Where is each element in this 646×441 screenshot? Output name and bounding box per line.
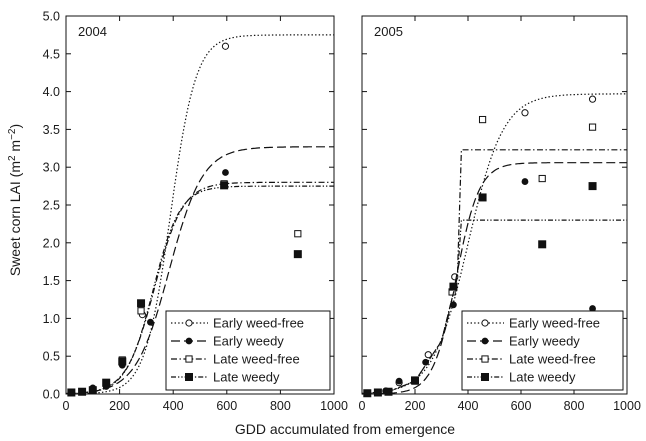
panel-2004: 0 200 400 600 800 1000 0.0 0.5 1.0 1.5 2.0 2.5 3.0 3.… (43, 10, 348, 414)
series-curve-2 (65, 146, 334, 395)
data-point (373, 388, 382, 397)
y-tick-label: 4.0 (43, 85, 60, 99)
legend-label: Late weedy (213, 370, 280, 385)
y-tick-label: 4.5 (43, 47, 60, 61)
data-point (67, 388, 76, 397)
data-point (102, 378, 111, 387)
y-tick-label: 3.0 (43, 161, 60, 175)
x-tick-label: 200 (109, 399, 130, 413)
series-curve-3 (66, 181, 334, 395)
data-point (478, 115, 487, 124)
data-point (538, 240, 547, 249)
data-point (78, 387, 87, 396)
data-point (221, 42, 230, 50)
legend-label: Early weedy (509, 334, 580, 349)
legend-label: Early weedy (213, 334, 284, 349)
series-curve-1 (361, 93, 627, 394)
legend-marker (185, 355, 193, 363)
x-tick-label: 400 (458, 399, 479, 413)
series-curve-4 (361, 219, 627, 395)
y-tick-label: 3.5 (43, 123, 60, 137)
data-point (384, 387, 393, 396)
legend-label: Late weed-free (509, 352, 596, 367)
data-point (220, 181, 229, 190)
legend-marker (185, 373, 193, 381)
y-tick-label: 5.0 (43, 10, 60, 24)
data-point (222, 169, 229, 176)
data-point (88, 386, 97, 395)
series-curve-2 (362, 162, 627, 395)
y-tick-label: 0.0 (43, 388, 60, 402)
series-curve-4 (66, 185, 334, 395)
data-point (538, 174, 546, 183)
x-tick-label: 0 (63, 399, 70, 413)
data-point (293, 250, 302, 259)
data-point (521, 178, 529, 185)
x-axis-label: GDD accumulated from emergence (235, 421, 455, 437)
series-curve-1 (66, 34, 334, 395)
legend-marker (481, 319, 489, 327)
legend-marker (185, 319, 193, 327)
y-tick-label: 2.0 (43, 236, 60, 250)
data-point (521, 109, 529, 117)
y-tick-label: 1.5 (43, 274, 60, 288)
data-point (588, 95, 597, 103)
data-point (478, 193, 487, 202)
x-tick-label: 0 (359, 399, 366, 413)
y-axis-label: Sweet corn LAI (m2 m−2) (7, 124, 23, 276)
y-tick-label: 2.5 (43, 199, 60, 213)
data-point (449, 282, 458, 291)
x-tick-label: 800 (564, 399, 585, 413)
data-point (147, 318, 154, 326)
data-point (588, 182, 597, 191)
legend-label: Late weedy (509, 370, 576, 385)
x-tick-label: 800 (270, 399, 291, 413)
x-tick-label: 1000 (613, 399, 641, 413)
legend-label: Late weed-free (213, 352, 300, 367)
legend-label: Early weed-free (509, 316, 600, 331)
data-point (450, 301, 457, 309)
legend-marker (481, 373, 489, 381)
data-point (137, 299, 146, 308)
y-tick-label: 0.5 (43, 350, 60, 364)
legend-marker (481, 337, 489, 345)
data-point (424, 351, 432, 359)
panel-label: 2005 (374, 24, 403, 39)
data-point (118, 357, 127, 366)
data-point (411, 376, 419, 385)
data-point (588, 123, 597, 131)
legend-box (165, 310, 331, 391)
panel-label: 2004 (78, 24, 107, 39)
x-tick-label: 600 (216, 399, 237, 413)
legend-marker (185, 337, 193, 345)
legend-marker (481, 355, 489, 363)
data-point (294, 230, 302, 238)
x-tick-label: 400 (163, 399, 184, 413)
data-point (137, 307, 145, 315)
x-tick-label: 200 (405, 399, 426, 413)
x-tick-label: 1000 (320, 399, 348, 413)
data-point (363, 389, 372, 398)
legend-label: Early weed-free (213, 316, 304, 331)
x-tick-label: 600 (511, 399, 532, 413)
y-tick-label: 1.0 (43, 312, 60, 326)
panel-2005: 0 200 400 600 800 1000 2005 Early weed-free Earl… (359, 15, 641, 413)
data-point (395, 377, 403, 385)
